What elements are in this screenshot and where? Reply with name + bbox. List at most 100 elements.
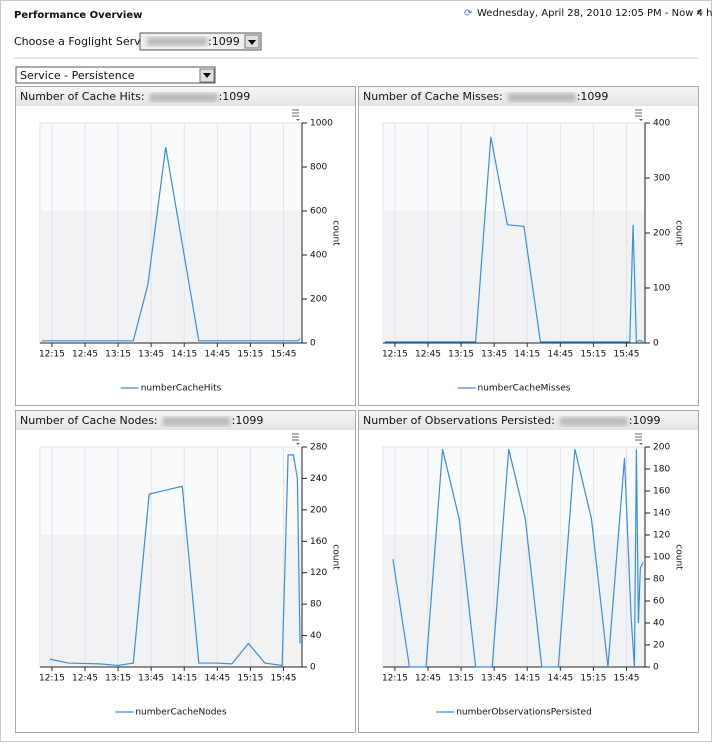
x-tick-label: 12:45 [72,350,98,360]
y-tick-label: 80 [653,575,665,585]
data-line [41,147,301,342]
plot-band [383,535,645,667]
y-tick-label: 240 [310,474,327,484]
host-blur [149,93,218,102]
legend-label: numberCacheMisses [478,384,571,394]
plot-band [383,211,645,343]
x-tick-label: 15:15 [580,350,606,360]
y-tick-label: 80 [310,600,322,610]
y-axis-label: count [674,544,684,570]
x-tick-label: 14:15 [171,674,197,684]
y-tick-label: 280 [310,443,327,453]
menu-icon [296,119,300,121]
chart-panel: Number of Cache Misses::1099 12:15 12:45 13… [358,86,699,406]
y-tick-label: 160 [310,537,327,547]
x-tick-label: 15:45 [614,674,640,684]
x-tick-label: 15:15 [237,674,263,684]
dropdown-arrow [248,40,256,45]
panel-title: Number of Cache Hits: [20,90,145,103]
refresh-icon[interactable]: ⟳ [464,8,473,19]
server-port: :1099 [208,35,240,48]
x-tick-label: 14:45 [204,674,230,684]
y-tick-label: 0 [310,663,316,673]
y-tick-label: 40 [310,631,322,641]
y-tick-label: 180 [653,465,670,475]
data-line [49,454,301,667]
panel-title-suffix: :1099 [577,90,609,103]
x-tick-label: 12:15 [382,350,408,360]
x-tick-label: 14:15 [514,350,540,360]
y-tick-label: 800 [310,163,327,173]
host-blur [559,417,628,426]
x-tick-label: 12:45 [72,674,98,684]
menu-icon [639,443,643,445]
panel-title-suffix: :1099 [629,414,661,427]
x-tick-label: 15:15 [237,350,263,360]
y-tick-label: 40 [653,619,665,629]
legend-label: numberObservationsPersisted [456,708,592,718]
y-tick-label: 120 [310,568,327,578]
y-tick-label: 100 [653,284,670,294]
y-axis-label: count [331,220,341,246]
y-tick-label: 600 [310,207,327,217]
x-tick-label: 13:15 [105,674,131,684]
y-tick-label: 400 [653,119,670,129]
page-title: Performance Overview [14,10,142,21]
panel-title: Number of Observations Persisted: [363,414,555,427]
x-tick-label: 12:45 [415,674,441,684]
x-tick-label: 12:15 [382,674,408,684]
menu-icon [639,119,643,121]
dropdown-arrow [203,73,211,78]
y-tick-label: 20 [653,641,665,651]
x-tick-label: 12:15 [39,350,65,360]
x-tick-label: 15:15 [580,674,606,684]
legend-label: numberCacheNodes [135,708,227,718]
y-tick-label: 0 [653,339,659,349]
x-tick-label: 13:45 [481,674,507,684]
y-axis-label: count [674,220,684,246]
plot-band [40,211,302,343]
host-blur [507,93,576,102]
time-range-arrow[interactable]: ▾ [697,8,701,16]
data-line [392,449,644,668]
service-name: Service - Persistence [20,69,135,82]
panel-title-suffix: :1099 [232,414,264,427]
y-tick-label: 300 [653,174,670,184]
server-label: Choose a Foglight Server [14,35,152,48]
legend-label: numberCacheHits [141,384,222,394]
chart-panel: Number of Observations Persisted: :1099 12… [358,410,699,733]
x-tick-label: 14:15 [171,350,197,360]
time-range[interactable]: Wednesday, April 28, 2010 12:05 PM - Now… [477,8,713,19]
x-tick-label: 15:45 [614,350,640,360]
x-tick-label: 13:15 [448,674,474,684]
y-tick-label: 200 [310,295,327,305]
chart-panel: Number of Cache Nodes::1099 12:15 12:45 13:… [15,410,356,733]
y-tick-label: 120 [653,531,670,541]
x-tick-label: 14:15 [514,674,540,684]
x-tick-label: 14:45 [547,350,573,360]
plot-band [40,535,302,667]
x-tick-label: 13:45 [481,350,507,360]
y-axis-label: count [331,544,341,570]
data-line [384,136,644,343]
y-tick-label: 100 [653,553,670,563]
x-tick-label: 13:15 [105,350,131,360]
server-blur [147,37,207,46]
chart-panel: Number of Cache Hits::1099 12:15 12:45 13:1… [15,86,356,406]
y-tick-label: 0 [653,663,659,673]
panel-title: Number of Cache Nodes: [20,414,158,427]
x-tick-label: 14:45 [547,674,573,684]
panel-title: Number of Cache Misses: [363,90,503,103]
service-select[interactable] [15,66,216,84]
x-tick-label: 14:45 [204,350,230,360]
y-tick-label: 200 [310,505,327,515]
y-tick-label: 0 [310,339,316,349]
y-tick-label: 400 [310,251,327,261]
y-tick-label: 60 [653,597,665,607]
y-tick-label: 160 [653,487,670,497]
x-tick-label: 15:45 [271,350,297,360]
y-tick-label: 200 [653,229,670,239]
x-tick-label: 15:45 [271,674,297,684]
x-tick-label: 13:45 [138,350,164,360]
